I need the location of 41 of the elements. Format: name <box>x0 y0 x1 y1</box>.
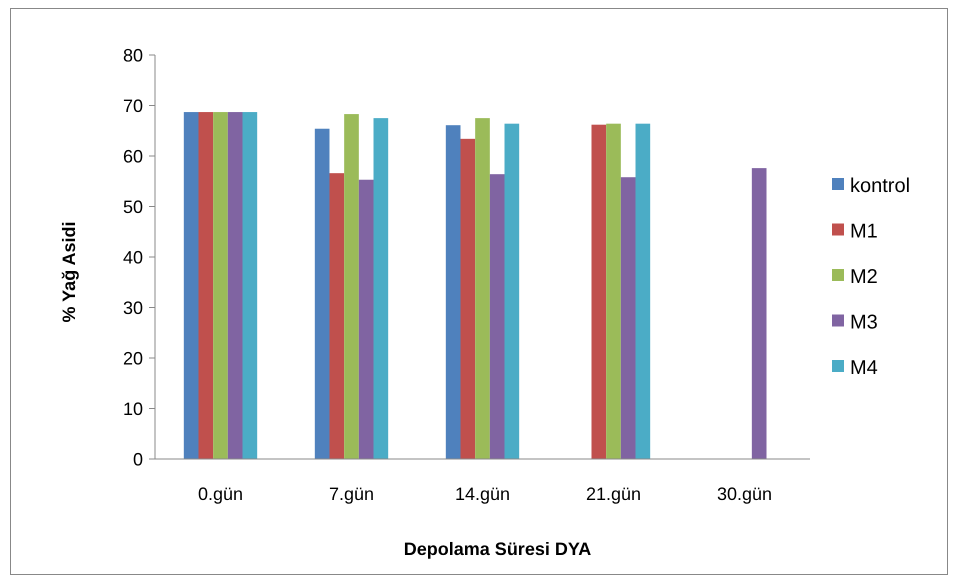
x-tick-label: 14.gün <box>454 484 510 504</box>
y-axis-title: % Yağ Asidi <box>59 221 79 323</box>
bar <box>490 174 505 459</box>
x-tick-label: 7.gün <box>328 484 374 504</box>
bar <box>314 128 330 459</box>
bar <box>329 173 344 459</box>
y-tick-label: 10 <box>122 398 143 419</box>
y-tick-label: 60 <box>122 146 143 166</box>
legend-label: M1 <box>850 220 878 242</box>
y-tick-label: 0 <box>132 449 143 470</box>
bar <box>752 168 767 459</box>
bar <box>213 112 228 459</box>
bar <box>636 124 650 459</box>
bar <box>374 118 388 459</box>
x-tick-label: 21.gün <box>586 484 642 504</box>
bar <box>242 112 258 459</box>
bar <box>606 124 621 459</box>
x-tick-label: 0.gün <box>198 484 244 504</box>
y-tick-label: 40 <box>122 247 143 268</box>
y-tick-label: 30 <box>122 298 143 318</box>
y-tick-label: 80 <box>122 45 143 66</box>
y-tick-label: 20 <box>122 348 143 368</box>
bar <box>358 180 374 459</box>
bar <box>460 138 476 459</box>
bar <box>228 112 243 459</box>
bar <box>591 124 606 459</box>
bar <box>620 177 636 459</box>
bar <box>184 112 198 459</box>
x-axis-title: Depolama Süresi DYA <box>404 539 592 559</box>
x-tick-label: 30.gün <box>716 484 772 504</box>
bar <box>475 118 490 459</box>
bar <box>504 124 520 459</box>
legend-label: M4 <box>850 357 878 379</box>
y-tick-label: 50 <box>122 196 143 217</box>
legend-label: kontrol <box>850 175 910 197</box>
bar <box>446 125 460 459</box>
bar <box>344 114 359 459</box>
legend-label: M2 <box>850 266 878 288</box>
bar <box>198 112 214 459</box>
y-tick-label: 70 <box>122 96 143 116</box>
legend-label: M3 <box>850 312 878 334</box>
